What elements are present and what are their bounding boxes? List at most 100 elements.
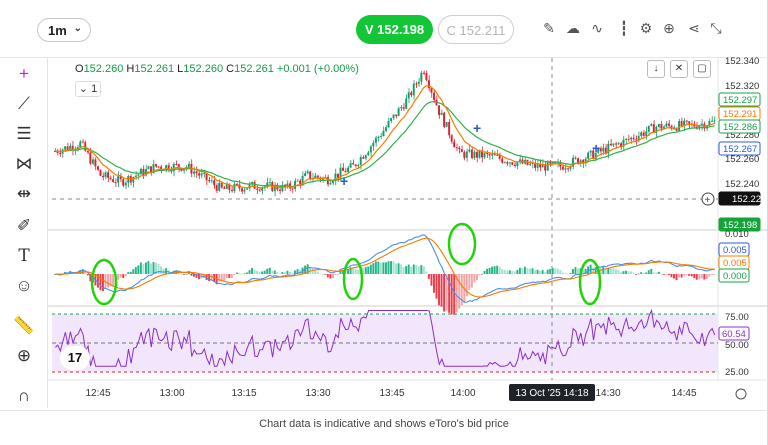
macd-histogram-bar [425, 271, 428, 274]
macd-histogram-bar [314, 269, 317, 274]
candle-down [455, 147, 458, 149]
macd-histogram-bar [107, 274, 109, 288]
candle-down [453, 141, 456, 148]
candle-up [392, 114, 395, 119]
macd-histogram-bar [481, 273, 483, 275]
macd-histogram-bar [132, 269, 135, 274]
candle-up [584, 158, 587, 164]
macd-histogram-bar [577, 268, 579, 274]
pattern-icon[interactable]: ⋈ [15, 154, 33, 173]
candle-up [296, 180, 299, 182]
close-icon[interactable]: ✕ [670, 60, 688, 78]
candle-up [541, 164, 544, 168]
macd-histogram-bar [172, 270, 175, 274]
macd-histogram-bar [685, 274, 688, 276]
candle-up [589, 150, 592, 153]
macd-histogram-bar [475, 274, 478, 281]
macd-histogram-bar [311, 269, 314, 274]
price-label: 152.227 [732, 194, 766, 205]
candle-down [475, 151, 478, 158]
candle-up [357, 164, 360, 167]
candle-up [294, 180, 296, 189]
macd-histogram-bar [609, 268, 612, 274]
candle-up [708, 121, 711, 126]
macd-histogram-bar [412, 264, 415, 274]
zoom-icon[interactable]: ⊕ [16, 346, 32, 365]
candle-up [587, 152, 590, 159]
measure-icon[interactable]: ⇹ [16, 184, 32, 203]
candle-up [440, 112, 443, 116]
macd-histogram-bar [137, 265, 140, 274]
ruler-icon[interactable]: 📏 [13, 316, 35, 335]
price-tick-label: 152.340 [725, 56, 759, 67]
macd-histogram-bar [319, 273, 322, 275]
macd-histogram-bar [420, 265, 423, 274]
sell-button[interactable]: V 152.198 [356, 15, 433, 44]
scroll-down-icon[interactable]: ↓ [647, 60, 665, 78]
macd-histogram-bar [410, 266, 413, 274]
crosshair-icon[interactable]: + [19, 64, 29, 83]
macd-histogram-bar [652, 272, 655, 274]
candles-icon[interactable]: ┇ [619, 20, 629, 36]
macd-histogram-bar [238, 272, 241, 274]
share-icon[interactable]: ⋖ [688, 20, 700, 36]
line-icon[interactable]: ⟋ [18, 94, 30, 113]
candle-down [112, 179, 115, 183]
macd-histogram-bar [243, 273, 246, 275]
macd-histogram-bar [496, 265, 499, 274]
cloud-icon[interactable]: ☁ [566, 20, 580, 36]
price-chart[interactable]: +++152.340152.320152.300152.280152.26015… [0, 0, 768, 410]
macd-histogram-bar [160, 266, 163, 274]
brush-icon[interactable]: ✐ [16, 216, 32, 235]
macd-tick-label: 0.010 [725, 229, 749, 240]
macd-histogram-bar [246, 272, 248, 274]
candle-up [266, 182, 269, 187]
indicator-collapse-button[interactable]: ⌄ 1 [75, 81, 101, 97]
macd-histogram-bar [569, 273, 572, 274]
macd-histogram-bar [683, 274, 686, 276]
buy-button[interactable]: C 152.211 [438, 15, 514, 44]
macd-histogram-bar [329, 274, 332, 279]
fib-icon[interactable]: ☰ [16, 124, 32, 143]
macd-histogram-bar [415, 265, 418, 274]
collapse-icon[interactable]: ⤡ [710, 20, 722, 36]
macd-histogram-bar [465, 274, 468, 297]
macd-histogram-bar [559, 270, 562, 274]
candle-down [460, 148, 463, 153]
candle-down [506, 162, 509, 164]
candle-down [208, 180, 211, 182]
timeframe-select[interactable]: 1m ⌄ [37, 18, 91, 42]
macd-histogram-bar [273, 270, 276, 274]
candle-up [139, 168, 142, 175]
add-icon[interactable]: ⊕ [663, 20, 675, 36]
gear-icon[interactable]: ⚙ [639, 20, 653, 36]
macd-histogram-bar [182, 274, 185, 275]
magnet-icon[interactable]: ∩ [17, 386, 31, 405]
macd-histogram-bar [377, 261, 380, 274]
candle-up [473, 151, 476, 158]
macd-histogram-bar [675, 274, 678, 281]
macd-histogram-bar [630, 271, 633, 274]
maximize-icon[interactable]: ▢ [693, 60, 711, 78]
pencil-icon[interactable]: ✎ [543, 20, 555, 36]
emoji-icon[interactable]: ☺ [15, 276, 33, 295]
price-label: 152.297 [723, 95, 757, 106]
candle-down [619, 143, 622, 147]
wave-icon[interactable]: ∿ [591, 20, 603, 36]
candle-down [99, 169, 102, 176]
macd-histogram-bar [248, 270, 251, 274]
macd-histogram-bar [662, 274, 665, 275]
text-icon[interactable]: T [18, 246, 30, 266]
macd-histogram-bar [187, 272, 190, 274]
time-tick-label: 12:45 [85, 388, 110, 399]
macd-histogram-bar [354, 268, 357, 274]
candle-down [122, 179, 125, 186]
macd-histogram-bar [210, 274, 213, 281]
candle-down [160, 166, 163, 170]
macd-histogram-bar [253, 269, 256, 274]
candle-up [172, 163, 175, 172]
candle-up [531, 162, 534, 164]
candle-down [220, 182, 223, 188]
macd-histogram-bar [710, 274, 713, 276]
macd-histogram-bar [546, 269, 549, 274]
